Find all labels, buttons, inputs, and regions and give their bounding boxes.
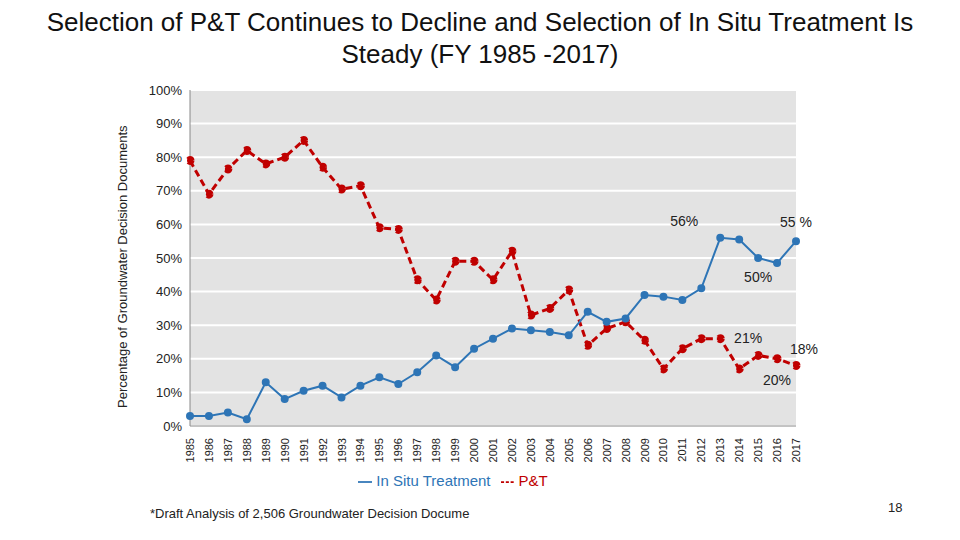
html-text:18: 18 bbox=[888, 500, 903, 515]
svg-text:1990: 1990 bbox=[279, 438, 291, 462]
svg-text:55 %: 55 % bbox=[780, 214, 812, 230]
svg-text:2007: 2007 bbox=[601, 438, 613, 462]
html-text:Selection of P&T Continues to: Selection of P&T Continues to Decline an… bbox=[46, 7, 914, 69]
html-text:P&T: P&T bbox=[518, 472, 548, 489]
svg-text:10%: 10% bbox=[156, 385, 182, 400]
svg-text:2011: 2011 bbox=[676, 438, 688, 462]
svg-text:0%: 0% bbox=[163, 419, 182, 434]
svg-text:2017: 2017 bbox=[790, 438, 802, 462]
svg-text:2006: 2006 bbox=[582, 438, 594, 462]
svg-text:90%: 90% bbox=[156, 116, 182, 131]
svg-text:1997: 1997 bbox=[411, 438, 423, 462]
svg-text:2010: 2010 bbox=[657, 438, 669, 462]
svg-text:20%: 20% bbox=[156, 351, 182, 366]
svg-text:50%: 50% bbox=[744, 269, 772, 285]
svg-text:2016: 2016 bbox=[771, 438, 783, 462]
svg-text:1999: 1999 bbox=[449, 438, 461, 462]
svg-text:1985: 1985 bbox=[184, 438, 196, 462]
svg-text:2003: 2003 bbox=[525, 438, 537, 462]
svg-text:70%: 70% bbox=[156, 183, 182, 198]
svg-text:1996: 1996 bbox=[392, 438, 404, 462]
html-text:In Situ Treatment: In Situ Treatment bbox=[376, 472, 491, 489]
svg-text:2012: 2012 bbox=[695, 438, 707, 462]
svg-text:30%: 30% bbox=[156, 318, 182, 333]
svg-text:2014: 2014 bbox=[733, 438, 745, 462]
svg-text:21%: 21% bbox=[734, 330, 762, 346]
svg-text:60%: 60% bbox=[156, 217, 182, 232]
svg-text:1988: 1988 bbox=[241, 438, 253, 462]
svg-text:2009: 2009 bbox=[639, 438, 651, 462]
svg-text:1986: 1986 bbox=[203, 438, 215, 462]
svg-text:2000: 2000 bbox=[468, 438, 480, 462]
svg-text:18%: 18% bbox=[790, 341, 818, 357]
svg-text:1998: 1998 bbox=[430, 438, 442, 462]
svg-text:56%: 56% bbox=[670, 213, 698, 229]
svg-text:1993: 1993 bbox=[336, 438, 348, 462]
svg-text:20%: 20% bbox=[763, 372, 791, 388]
html-text:*Draft Analysis of 2,506 Groun: *Draft Analysis of 2,506 Groundwater Dec… bbox=[150, 506, 470, 521]
svg-text:1991: 1991 bbox=[298, 438, 310, 462]
svg-text:50%: 50% bbox=[156, 251, 182, 266]
svg-text:1992: 1992 bbox=[317, 438, 329, 462]
svg-text:2008: 2008 bbox=[620, 438, 632, 462]
svg-text:40%: 40% bbox=[156, 284, 182, 299]
svg-text:2013: 2013 bbox=[714, 438, 726, 462]
svg-text:2002: 2002 bbox=[506, 438, 518, 462]
svg-text:Percentage of Groundwater Deci: Percentage of Groundwater Decision Docum… bbox=[115, 125, 130, 408]
svg-text:80%: 80% bbox=[156, 150, 182, 165]
svg-text:1995: 1995 bbox=[373, 438, 385, 462]
svg-text:100%: 100% bbox=[149, 83, 183, 98]
svg-text:1989: 1989 bbox=[260, 438, 272, 462]
svg-text:2015: 2015 bbox=[752, 438, 764, 462]
svg-text:1994: 1994 bbox=[354, 438, 366, 462]
svg-text:2001: 2001 bbox=[487, 438, 499, 462]
svg-text:2005: 2005 bbox=[563, 438, 575, 462]
svg-text:2004: 2004 bbox=[544, 438, 556, 462]
svg-text:1987: 1987 bbox=[222, 438, 234, 462]
